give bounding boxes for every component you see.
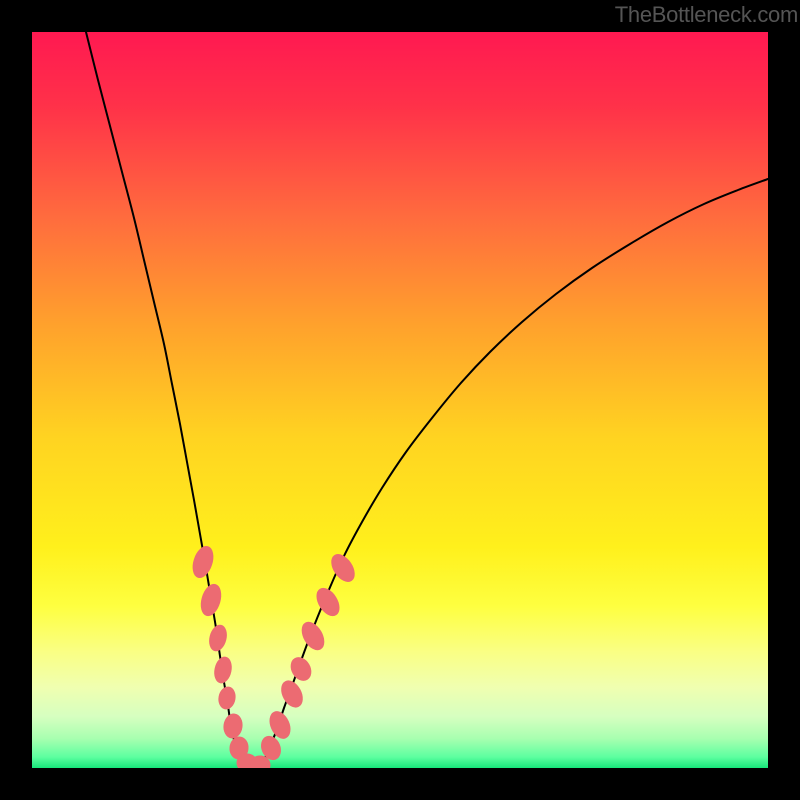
plot-area	[32, 32, 768, 768]
marker-bead	[298, 619, 329, 654]
bottleneck-curve	[86, 32, 768, 768]
marker-bead	[277, 677, 306, 710]
chart-overlay	[32, 32, 768, 768]
marker-bead	[189, 544, 216, 580]
marker-bead	[207, 623, 229, 652]
watermark-text: TheBottleneck.com	[615, 2, 798, 28]
marker-bead	[327, 551, 359, 586]
marker-bead	[312, 585, 343, 620]
marker-bead	[198, 582, 224, 618]
marker-bead	[212, 656, 233, 685]
marker-bead	[222, 713, 243, 739]
marker-bead	[287, 654, 315, 684]
marker-bead	[217, 686, 237, 710]
